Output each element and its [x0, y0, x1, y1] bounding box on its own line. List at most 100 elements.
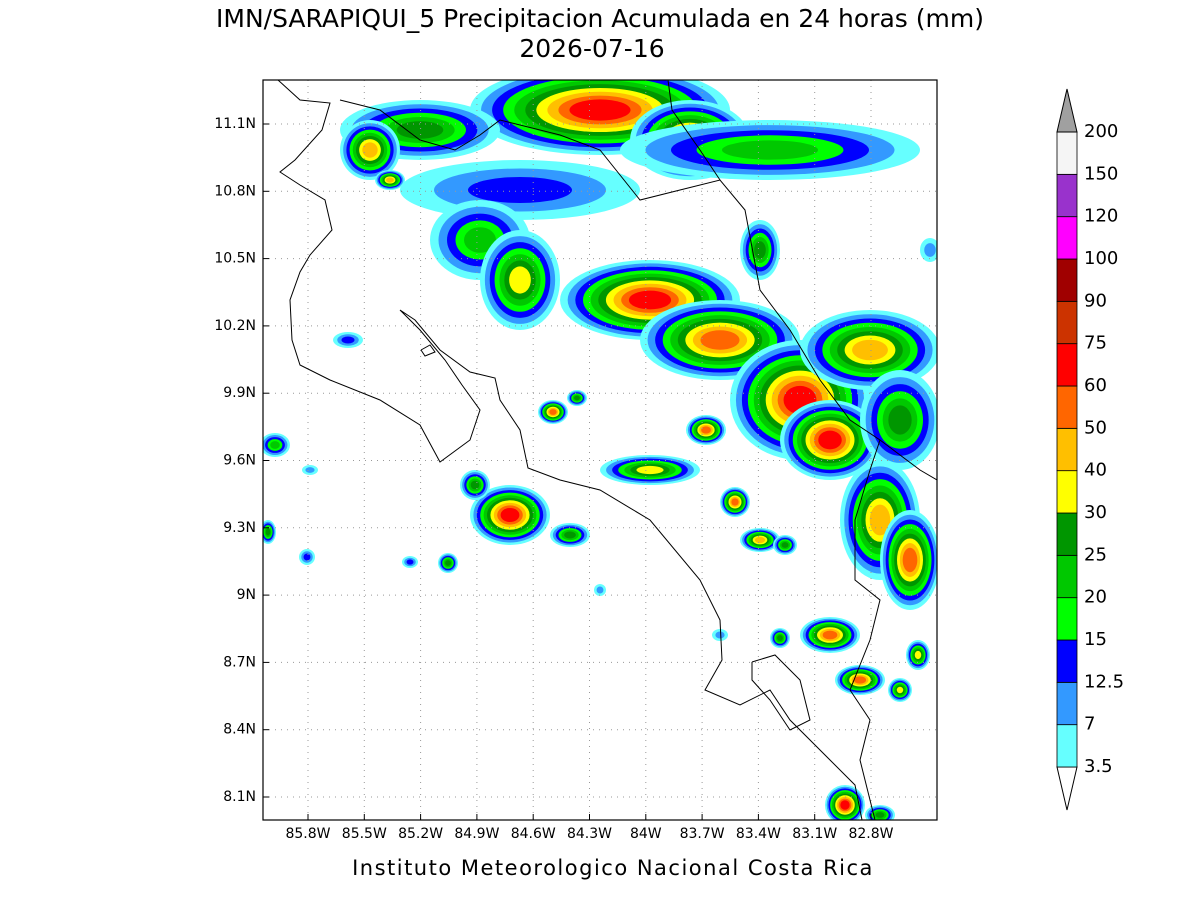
rain-contour — [445, 560, 451, 566]
x-tick-label: 85.5W — [342, 826, 387, 842]
rain-contour — [574, 395, 580, 401]
colorbar-bin — [1056, 427, 1078, 472]
x-tick-label: 84.6W — [511, 826, 556, 842]
rain-contour — [596, 586, 604, 594]
island — [420, 344, 436, 357]
rain-contour — [888, 405, 912, 435]
y-tick-label: 8.7N — [223, 654, 256, 670]
plot-frame — [262, 79, 938, 821]
colorbar-bin — [1056, 343, 1078, 387]
rain-contour — [406, 559, 414, 565]
y-tick-label: 10.5N — [214, 251, 256, 267]
colorbar-over — [1056, 88, 1078, 133]
rain-contour — [715, 631, 725, 639]
rain-contour — [781, 542, 789, 548]
y-tick-label: 9.9N — [223, 385, 256, 401]
rain-contour — [628, 290, 672, 310]
grid: 85.8W 85.5W 85.2W 84.9W 84.6W 84.3W 84W 83.7W 83… — [214, 80, 937, 842]
colorbar-bin — [1056, 131, 1078, 175]
footer: Instituto Meteorologico Nacional Costa R… — [352, 856, 874, 880]
rain-contour — [700, 330, 740, 350]
colorbar-label: 200 — [1084, 121, 1118, 142]
colorbar-bin — [1056, 173, 1078, 218]
rain-contour — [840, 800, 850, 810]
northern-border — [339, 99, 937, 481]
colorbar-bin — [1056, 724, 1078, 768]
colorbar-label: 30 — [1084, 502, 1107, 523]
colorbar-label: 100 — [1084, 248, 1118, 269]
rain-contour — [468, 177, 572, 203]
x-tick-label: 83.1W — [792, 826, 837, 842]
y-tick-label: 9.3N — [223, 520, 256, 536]
y-tick-label: 9N — [237, 587, 256, 603]
colorbar-label: 150 — [1084, 163, 1118, 184]
colorbar-bin — [1056, 470, 1078, 514]
rain-contour — [754, 241, 766, 259]
colorbar-bin — [1056, 681, 1078, 726]
rain-contour — [701, 426, 711, 434]
rain-contour — [914, 650, 922, 660]
colorbar-label: 90 — [1084, 290, 1107, 311]
rain-contour — [303, 553, 311, 561]
colorbar-bin — [1056, 385, 1078, 429]
x-tick-label: 84.9W — [454, 826, 499, 842]
colorbar-label: 25 — [1084, 544, 1107, 565]
rain-contour — [896, 686, 904, 694]
colorbar-bin — [1056, 597, 1078, 641]
y-tick-label: 10.2N — [214, 318, 256, 334]
subtitle: 2026-07-16 — [519, 34, 664, 63]
border-south — [849, 439, 881, 820]
rain-contour — [569, 99, 631, 121]
y-tick-label: 10.8N — [214, 183, 256, 199]
colorbar-bin — [1056, 512, 1078, 556]
rain-contour — [396, 121, 444, 139]
colorbar-label: 40 — [1084, 460, 1107, 481]
x-tick-label: 84.3W — [567, 826, 612, 842]
coastlines — [277, 80, 937, 820]
rain-contour — [875, 812, 885, 818]
colorbar-label: 12.5 — [1084, 671, 1124, 692]
rain-contour — [564, 531, 576, 539]
rain-contour — [731, 498, 739, 506]
colorbar-bin — [1056, 300, 1078, 345]
border-north — [667, 80, 721, 181]
rain-contour — [722, 140, 818, 160]
rain-contour — [470, 480, 480, 490]
rain-contour — [869, 504, 891, 536]
colorbar-label: 50 — [1084, 417, 1107, 438]
x-tick-label: 85.2W — [398, 826, 443, 842]
rain-contour — [464, 227, 496, 253]
rain-contour — [341, 336, 355, 344]
rain-contour — [636, 465, 664, 475]
colorbar-label: 3.5 — [1084, 756, 1113, 777]
title: IMN/SARAPIQUI_5 Precipitacion Acumulada … — [216, 4, 984, 33]
x-tick-label: 83.4W — [736, 826, 781, 842]
colorbar-bin — [1056, 554, 1078, 599]
colorbar-bin — [1056, 216, 1078, 260]
rain-contour — [902, 547, 918, 573]
rain-contour — [386, 177, 394, 183]
peninsula — [751, 654, 811, 731]
colorbar-bin — [1056, 639, 1078, 683]
rain-contour — [853, 676, 867, 684]
rain-contour — [924, 243, 936, 257]
x-tick-label: 82.8W — [848, 826, 893, 842]
rain-contour — [852, 339, 888, 361]
x-tick-label: 84W — [630, 826, 662, 842]
y-tick-label: 9.6N — [223, 453, 256, 469]
colorbar-label: 120 — [1084, 206, 1118, 227]
colorbar: 3.5 7 12.5 15 20 25 30 40 50 60 75 90 100 120 150 200 — [1056, 88, 1124, 811]
colorbar-label: 7 — [1084, 714, 1095, 735]
rain-contour — [822, 630, 838, 640]
colorbar-label: 20 — [1084, 587, 1107, 608]
rain-contour — [509, 266, 531, 294]
rain-contour — [777, 635, 783, 641]
rain-contour — [500, 507, 520, 523]
colorbar-label: 60 — [1084, 375, 1107, 396]
rain-contour — [362, 142, 378, 158]
pacific-coast — [277, 80, 863, 820]
x-tick-label: 83.7W — [680, 826, 725, 842]
y-tick-label: 11.1N — [214, 116, 256, 132]
y-tick-label: 8.1N — [223, 789, 256, 805]
